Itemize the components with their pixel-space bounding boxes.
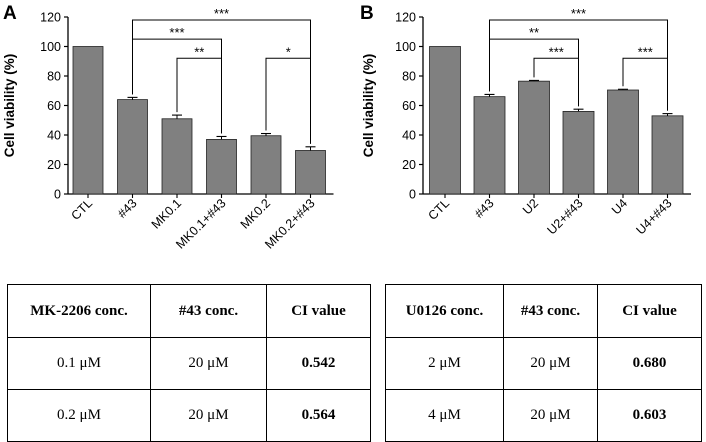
x-tick-label: #43 [472, 196, 497, 221]
table-cell: 20 μM [150, 389, 267, 442]
y-tick-label: 0 [409, 188, 416, 202]
ci-value-cell: 0.564 [266, 389, 371, 442]
y-tick-label: 80 [402, 70, 416, 84]
ci-value-cell: 0.680 [597, 337, 702, 390]
y-tick-label: 20 [47, 158, 61, 172]
y-tick-label: 20 [402, 158, 416, 172]
ci-table-mk2206: MK-2206 conc. #43 conc. CI value 0.1 μM … [7, 284, 371, 442]
bar [607, 89, 639, 195]
y-tick-label: 60 [402, 99, 416, 113]
bar [250, 135, 282, 195]
y-tick-label: 120 [40, 11, 61, 25]
significance-bracket [622, 57, 668, 111]
significance-bracket [176, 57, 222, 134]
x-tick-label: CTL [69, 196, 96, 223]
table-cell: 0.2 μM [7, 389, 151, 442]
y-tick-label: 60 [47, 99, 61, 113]
header-cell: CI value [597, 284, 702, 338]
x-tick-label: U4+#43 [634, 196, 675, 237]
significance-label: *** [571, 6, 586, 21]
y-axis-label: Cell viability (%) [361, 54, 376, 158]
y-tick-label: 40 [402, 129, 416, 143]
significance-bracket [265, 57, 311, 144]
significance-label: *** [214, 6, 229, 21]
x-tick-label: U2 [520, 196, 541, 217]
header-cell: U0126 conc. [385, 284, 504, 338]
table-cell: 20 μM [503, 337, 598, 390]
bar [295, 150, 326, 195]
significance-label: * [286, 44, 291, 59]
chart-a: 0 20 40 60 80 100 120 Cell viability (%) CTL #43 M… [2, 6, 334, 252]
panel-letter-b: B [360, 3, 374, 24]
ci-table-u0126: U0126 conc. #43 conc. CI value 2 μM 20 μ… [385, 284, 702, 442]
ci-value-cell: 0.542 [266, 337, 371, 390]
bar [72, 46, 104, 195]
header-cell: CI value [266, 284, 371, 338]
x-tick-label: #43 [115, 196, 140, 221]
bar [473, 96, 506, 195]
table-cell: 20 μM [150, 337, 267, 390]
header-cell: #43 conc. [150, 284, 267, 338]
header-cell: #43 conc. [503, 284, 598, 338]
table-row: 0.1 μM 20 μM 0.542 [7, 337, 371, 390]
significance-label: ** [529, 25, 539, 40]
bar [429, 46, 461, 195]
chart-b: 0 20 40 60 80 100 120 Cell viability (%) CTL #43 U… [361, 6, 691, 237]
table-cell: 0.1 μM [7, 337, 151, 390]
ci-value-cell: 0.603 [597, 389, 702, 442]
table-header-row: MK-2206 conc. #43 conc. CI value [7, 284, 371, 338]
y-tick-label: 100 [395, 40, 416, 54]
significance-label: *** [638, 44, 653, 59]
table-row: 0.2 μM 20 μM 0.564 [7, 389, 371, 442]
figure-charts: A B 0 20 40 60 80 100 120 Cell viability (%) CTL… [2, 3, 691, 252]
panel-letter-a: A [3, 3, 17, 24]
table-cell: 20 μM [503, 389, 598, 442]
x-tick-label: MK0.1 [149, 196, 184, 231]
bar [651, 115, 684, 195]
significance-label: *** [549, 44, 564, 59]
header-cell: MK-2206 conc. [7, 284, 151, 338]
table-cell: 2 μM [385, 337, 504, 390]
bar [206, 139, 237, 195]
y-axis-label: Cell viability (%) [2, 54, 17, 158]
y-tick-label: 120 [395, 11, 416, 25]
bar [117, 99, 148, 195]
x-tick-label: CTL [426, 196, 453, 223]
table-header-row: U0126 conc. #43 conc. CI value [385, 284, 702, 338]
table-cell: 4 μM [385, 389, 504, 442]
y-tick-label: 0 [54, 188, 61, 202]
table-row: 2 μM 20 μM 0.680 [385, 337, 702, 390]
bar [562, 111, 595, 195]
significance-label: *** [169, 25, 184, 40]
significance-bracket [533, 57, 579, 107]
bar [518, 80, 550, 195]
significance-label: ** [194, 44, 204, 59]
y-tick-label: 100 [40, 40, 61, 54]
table-row: 4 μM 20 μM 0.603 [385, 389, 702, 442]
x-tick-label: U4 [609, 196, 630, 217]
x-tick-label: MK0.2 [238, 196, 273, 231]
bar [161, 118, 193, 195]
x-tick-label: U2+#43 [545, 196, 586, 237]
y-tick-label: 40 [47, 129, 61, 143]
y-tick-label: 80 [47, 70, 61, 84]
